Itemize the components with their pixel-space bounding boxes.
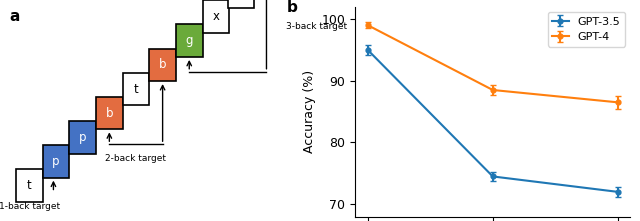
Text: 1-back target: 1-back target [0,202,60,211]
Bar [228,0,255,8]
Text: x: x [212,10,220,23]
Text: b: b [159,58,166,71]
Y-axis label: Accuracy (%): Accuracy (%) [303,70,316,153]
Text: p: p [79,131,86,144]
Text: b: b [286,0,297,15]
Bar [69,121,96,154]
Text: 2-back target: 2-back target [106,154,166,163]
Bar [43,145,69,178]
Text: p: p [52,155,60,168]
Bar [203,0,229,33]
Text: a: a [10,9,20,24]
Bar [176,25,203,57]
Bar [123,73,149,105]
Legend: GPT-3.5, GPT-4: GPT-3.5, GPT-4 [548,12,625,47]
Text: 3-back target: 3-back target [286,23,348,31]
Bar [96,97,123,130]
Text: t: t [134,82,138,95]
Text: g: g [186,34,193,47]
Text: b: b [106,107,113,120]
Bar [16,169,43,202]
Bar [149,49,176,81]
Text: t: t [27,179,32,192]
